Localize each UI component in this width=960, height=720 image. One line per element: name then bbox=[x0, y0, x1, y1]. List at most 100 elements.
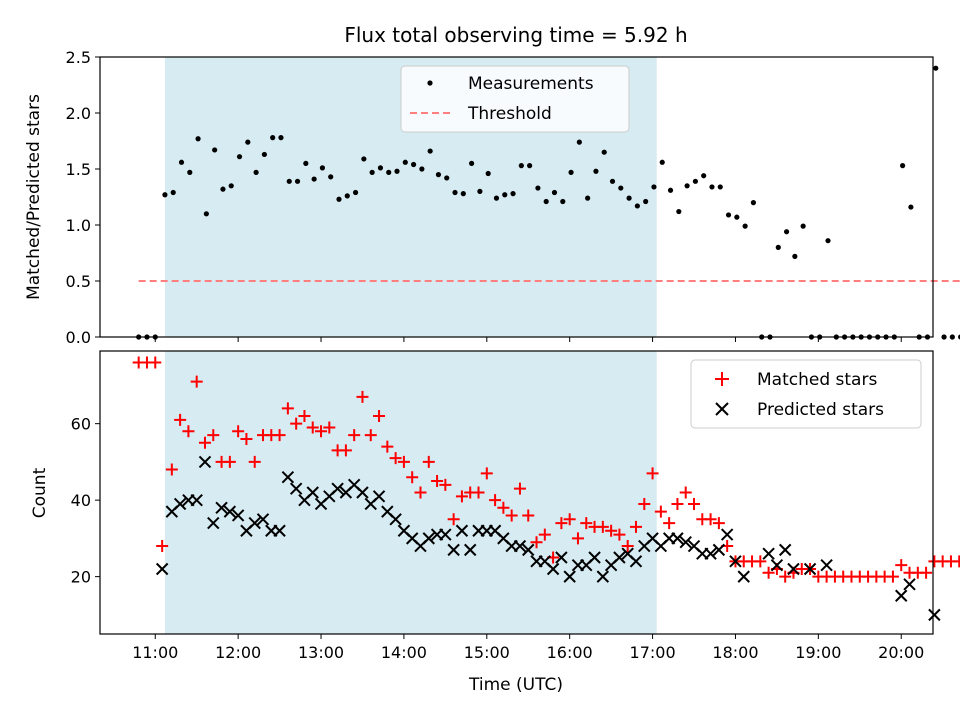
predicted-star-point bbox=[704, 547, 717, 560]
measurement-point bbox=[908, 204, 914, 210]
predicted-star-point bbox=[712, 543, 726, 557]
measurement-point bbox=[626, 195, 632, 201]
matched-star-point bbox=[455, 490, 468, 503]
measurement-point bbox=[477, 188, 483, 194]
measurement-point bbox=[792, 253, 798, 259]
measurement-point bbox=[278, 135, 284, 141]
y-tick-label: 0.0 bbox=[66, 328, 91, 347]
measurement-point bbox=[460, 191, 466, 197]
x-tick-label: 15:00 bbox=[464, 643, 510, 662]
measurement-point bbox=[800, 223, 806, 229]
matched-star-point bbox=[306, 421, 319, 434]
top-marks bbox=[136, 65, 960, 340]
bottom-legend-box bbox=[690, 359, 922, 429]
predicted-star-point bbox=[289, 482, 303, 495]
y-tick-label: 20 bbox=[71, 568, 91, 587]
predicted-star-point bbox=[895, 589, 908, 602]
measurement-point bbox=[253, 169, 259, 175]
measurement-point bbox=[344, 193, 350, 199]
predicted-star-point bbox=[613, 551, 626, 564]
top-y-ticks: 0.0 0.5 1.0 1.5 2.0 2.5 bbox=[66, 48, 100, 347]
measurement-point bbox=[725, 212, 732, 218]
matched-star-point bbox=[779, 570, 792, 583]
measurement-point bbox=[311, 176, 317, 182]
matched-star-point bbox=[704, 513, 717, 526]
observing-window-shade-bottom bbox=[164, 351, 657, 634]
predicted-star-point bbox=[720, 528, 734, 541]
measurement-point bbox=[717, 184, 723, 190]
measurement-point bbox=[618, 185, 624, 191]
predicted-star-point bbox=[306, 486, 319, 499]
predicted-star-point bbox=[778, 543, 792, 557]
predicted-star-point bbox=[464, 543, 477, 557]
matched-star-point bbox=[373, 410, 386, 423]
legend-matched-marker bbox=[715, 372, 729, 386]
x-tick-label: 18:00 bbox=[712, 643, 758, 662]
matched-star-point bbox=[580, 517, 593, 530]
measurement-point bbox=[692, 178, 698, 184]
bottom-y-axis-label: Count bbox=[30, 467, 50, 518]
measurement-point bbox=[245, 139, 251, 145]
matched-star-point bbox=[646, 467, 659, 480]
top-panel: 0.0 0.5 1.0 1.5 2.0 2.5 Matched/Predicted sta… bbox=[24, 48, 960, 347]
measurement-point bbox=[825, 238, 831, 244]
matched-star-point bbox=[621, 540, 634, 553]
legend-predicted-marker bbox=[715, 402, 729, 416]
measurement-point bbox=[585, 195, 591, 201]
bottom-legend: Matched stars Predicted stars bbox=[690, 359, 922, 429]
predicted-star-point bbox=[563, 570, 576, 583]
measurement-point bbox=[178, 159, 185, 165]
measurement-point bbox=[162, 192, 168, 198]
matched-star-point bbox=[571, 532, 584, 545]
measurement-point bbox=[933, 65, 939, 71]
matched-star-point bbox=[439, 478, 452, 491]
matched-star-point bbox=[754, 555, 767, 568]
measurement-point bbox=[684, 183, 690, 189]
measurement-point bbox=[402, 159, 408, 165]
x-tick-label: 13:00 bbox=[298, 643, 344, 662]
measurement-point bbox=[452, 189, 458, 196]
predicted-star-point bbox=[737, 570, 750, 583]
measurement-point bbox=[469, 160, 475, 166]
measurement-point bbox=[742, 223, 748, 229]
measurement-point bbox=[634, 203, 640, 209]
predicted-star-point bbox=[447, 543, 460, 557]
matched-star-point bbox=[397, 455, 410, 468]
measurement-point bbox=[709, 184, 715, 190]
matched-star-point bbox=[663, 517, 676, 530]
matched-star-point bbox=[497, 501, 510, 514]
y-tick-label: 1.0 bbox=[66, 216, 91, 235]
legend-measurements-marker bbox=[427, 80, 433, 86]
y-tick-label: 0.5 bbox=[66, 272, 91, 291]
matched-star-point bbox=[414, 486, 427, 499]
x-tick-label: 11:00 bbox=[132, 643, 178, 662]
predicted-star-point bbox=[173, 497, 187, 511]
measurement-point bbox=[336, 196, 342, 202]
matched-star-point bbox=[472, 486, 485, 499]
bottom-x-ticks: 11:00 12:00 13:00 14:00 15:00 16:00 17:00 18:00… bbox=[132, 634, 924, 662]
predicted-star-point bbox=[803, 562, 817, 576]
matched-star-point bbox=[613, 528, 626, 541]
measurement-point bbox=[551, 189, 558, 196]
predicted-star-point bbox=[522, 543, 535, 557]
predicted-star-point bbox=[356, 486, 369, 499]
predicted-star-point bbox=[281, 470, 295, 484]
measurement-point bbox=[543, 198, 549, 205]
measurement-point bbox=[435, 172, 442, 178]
matched-star-point bbox=[339, 444, 352, 457]
predicted-star-point bbox=[256, 513, 270, 526]
measurement-point bbox=[419, 166, 425, 172]
matched-star-point bbox=[381, 440, 394, 453]
matched-star-point bbox=[762, 566, 775, 579]
matched-star-point bbox=[920, 566, 933, 579]
legend-measurements-label: Measurements bbox=[468, 74, 594, 94]
x-axis-label: Time (UTC) bbox=[468, 675, 563, 695]
measurement-point bbox=[518, 163, 524, 169]
matched-star-point bbox=[895, 559, 908, 572]
predicted-star-point bbox=[513, 539, 527, 553]
measurement-point bbox=[377, 165, 384, 171]
matched-star-point bbox=[679, 486, 692, 499]
top-axes-frame bbox=[99, 56, 934, 338]
measurement-point bbox=[286, 178, 292, 184]
